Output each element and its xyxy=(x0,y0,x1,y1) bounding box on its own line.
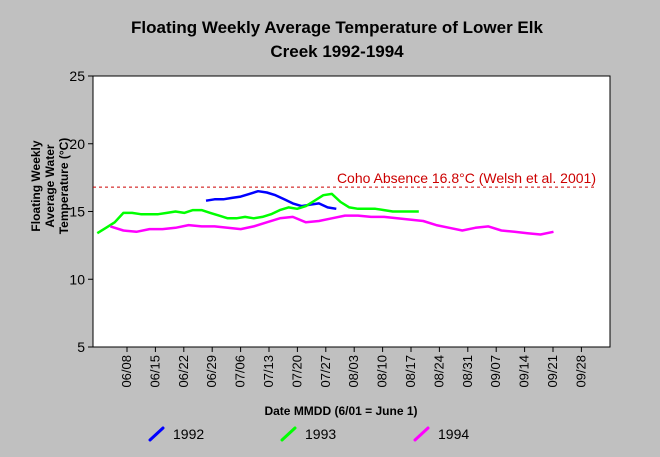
legend-swatch-1993 xyxy=(280,426,297,442)
series-line-1992 xyxy=(205,189,337,211)
x-tick-label: 08/31 xyxy=(460,355,475,388)
y-axis-label-line2: Average Water xyxy=(43,144,57,227)
x-tick-label: 06/15 xyxy=(147,355,162,388)
x-tick-label: 08/17 xyxy=(403,355,418,388)
legend-label-1993: 1993 xyxy=(305,426,336,442)
series-lines xyxy=(96,189,554,236)
x-tick-label: 09/07 xyxy=(488,355,503,388)
x-tick-label: 08/10 xyxy=(375,355,390,388)
x-tick-label: 09/28 xyxy=(573,355,588,388)
y-tick-label: 15 xyxy=(69,204,85,220)
legend: 1992 1993 1994 xyxy=(148,426,469,442)
y-axis-label-line3: Temperature (°C) xyxy=(57,138,71,235)
x-axis-label: Date MMDD (6/01 = June 1) xyxy=(264,404,417,418)
x-tick-label: 09/21 xyxy=(545,355,560,388)
chart-title-line1: Floating Weekly Average Temperature of L… xyxy=(131,18,543,37)
x-tick-label: 06/08 xyxy=(119,355,134,388)
y-tick-label: 20 xyxy=(69,136,85,152)
legend-swatch-1992 xyxy=(148,426,165,442)
x-tick-label: 07/20 xyxy=(289,355,304,388)
coho-reference-label: Coho Absence 16.8°C (Welsh et al. 2001) xyxy=(337,170,596,186)
chart-title-line2: Creek 1992-1994 xyxy=(270,42,404,61)
legend-swatch-1994 xyxy=(413,426,430,442)
x-tick-label: 08/03 xyxy=(346,355,361,388)
y-tick-label: 5 xyxy=(77,339,85,355)
x-tick-label: 07/27 xyxy=(318,355,333,388)
y-tick-label: 10 xyxy=(69,271,85,287)
y-axis-label: Floating Weekly Average Water Temperatur… xyxy=(29,138,71,235)
y-axis-label-line1: Floating Weekly xyxy=(29,140,43,231)
y-axis-ticks: 5 10 15 20 25 xyxy=(69,68,93,355)
legend-label-1994: 1994 xyxy=(438,426,469,442)
x-tick-label: 07/06 xyxy=(233,355,248,388)
series-line-1993 xyxy=(96,192,419,235)
series-line-1994 xyxy=(110,214,554,236)
x-tick-label: 06/22 xyxy=(176,355,191,388)
x-tick-label: 08/24 xyxy=(431,355,446,388)
x-tick-label: 06/29 xyxy=(204,355,219,388)
x-tick-label: 07/13 xyxy=(261,355,276,388)
y-tick-label: 25 xyxy=(69,68,85,84)
x-tick-label: 09/14 xyxy=(517,355,532,388)
legend-label-1992: 1992 xyxy=(173,426,204,442)
x-axis-ticks: 06/08 06/15 06/22 06/29 07/06 07/13 07/20 07/27… xyxy=(119,347,588,388)
